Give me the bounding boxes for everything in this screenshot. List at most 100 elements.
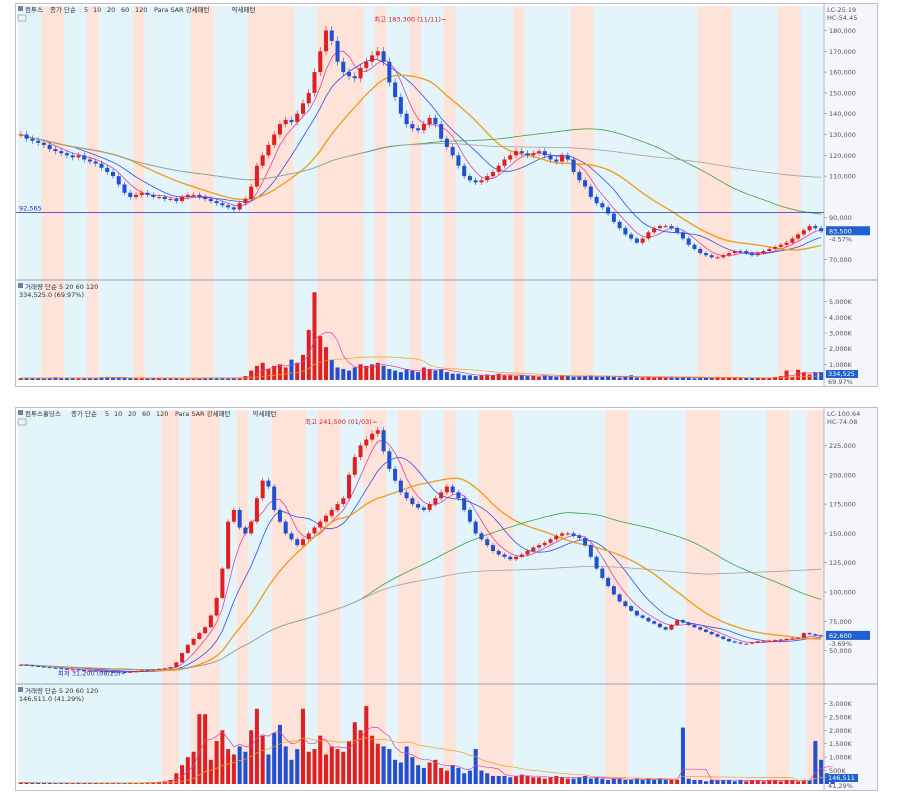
volume-bar: [214, 377, 219, 380]
volume-bar: [312, 749, 317, 784]
candle-body: [744, 251, 749, 254]
candle-body: [168, 199, 173, 201]
volume-bar: [732, 781, 737, 784]
volume-bar: [139, 378, 144, 380]
sar-band: [133, 6, 145, 380]
volume-bar: [410, 757, 415, 784]
volume-bar: [433, 759, 438, 784]
volume-bar: [830, 780, 835, 784]
sar-band: [593, 6, 698, 380]
volume-bar: [750, 378, 755, 380]
candle-body: [300, 103, 305, 114]
candle-body: [41, 142, 46, 145]
candle-body: [387, 451, 392, 469]
candle-body: [703, 253, 708, 256]
candle-body: [105, 671, 110, 673]
volume-bar: [755, 377, 760, 380]
candle-body: [732, 641, 737, 643]
volume-bar: [335, 367, 340, 380]
candle-body: [370, 433, 375, 440]
candle-body: [634, 610, 639, 616]
candle-body: [41, 666, 46, 668]
sar-band: [340, 410, 364, 784]
volume-bar: [606, 779, 611, 784]
volume-bar: [427, 762, 432, 784]
volume-bar: [490, 775, 495, 784]
volume-bars: [18, 706, 835, 784]
volume-bar: [185, 378, 190, 380]
candle-body: [122, 184, 127, 193]
candle-body: [502, 554, 507, 557]
price-tick-label: 100,000: [829, 589, 856, 597]
volume-bar: [726, 779, 732, 784]
candle-body: [819, 228, 824, 232]
volume-bar: [347, 370, 352, 380]
header-icon: [18, 6, 23, 11]
candle-body: [323, 30, 329, 52]
candle-body: [784, 638, 789, 640]
volume-current-badge: [826, 774, 858, 782]
volume-bar: [180, 378, 185, 380]
sar-band: [190, 6, 214, 380]
volume-bar: [525, 775, 530, 784]
volume-bar: [266, 754, 271, 784]
volume-bar: [577, 777, 582, 784]
candle-body: [485, 539, 490, 546]
volume-current-pct: 69.97%: [828, 378, 853, 386]
candle-body: [778, 639, 783, 641]
volume-bar: [755, 779, 760, 784]
candle-body: [675, 228, 680, 233]
candle-body: [755, 641, 760, 643]
corner-lc: LC-100.64: [827, 410, 860, 418]
candle-body: [611, 586, 616, 595]
candle-body: [439, 492, 444, 499]
candle-body: [358, 445, 363, 458]
volume-bar: [341, 369, 346, 380]
sar-band: [628, 410, 686, 784]
volume-ma-20: [20, 737, 833, 784]
candle-body: [237, 509, 242, 528]
candle-body: [220, 203, 225, 206]
candle-body: [600, 203, 605, 208]
candle-body: [53, 667, 58, 669]
volume-bar: [323, 754, 329, 784]
volume-bar: [646, 778, 651, 784]
candle-body: [571, 533, 576, 536]
volume-bar: [427, 369, 432, 380]
candle-body: [606, 207, 611, 214]
candle-body: [116, 176, 121, 185]
candle-body: [807, 226, 812, 231]
indicator-legend: 약세패턴: [232, 5, 256, 14]
candle-body: [59, 151, 64, 154]
sar-band: [236, 410, 249, 784]
sar-band: [64, 6, 88, 380]
volume-bar: [139, 782, 144, 784]
sar-band: [87, 6, 99, 380]
candle-body: [554, 159, 559, 162]
volume-bar: [237, 377, 242, 380]
volume-bar: [168, 378, 173, 380]
volume-tick-label: 1,000K: [829, 754, 853, 762]
sar-band: [271, 410, 306, 784]
candle-body: [24, 134, 29, 139]
candle-body: [47, 144, 52, 150]
volume-bar: [116, 782, 121, 784]
sar-band: [386, 6, 410, 380]
candle-body: [433, 117, 438, 125]
candle-body: [329, 509, 334, 516]
volume-bar: [767, 377, 772, 380]
candle-body: [629, 234, 634, 239]
volume-bar: [341, 751, 346, 784]
volume-bar: [721, 779, 726, 784]
volume-bar: [467, 375, 472, 380]
volume-bar: [663, 779, 668, 784]
candle-body: [82, 670, 87, 672]
volume-bar: [548, 777, 553, 784]
candle-body: [732, 251, 737, 254]
sar-band: [305, 410, 318, 784]
candle-body: [70, 669, 75, 671]
volume-bar: [548, 376, 553, 380]
candle-body: [318, 521, 323, 528]
candle-body: [738, 642, 743, 644]
sar-band: [766, 410, 790, 784]
